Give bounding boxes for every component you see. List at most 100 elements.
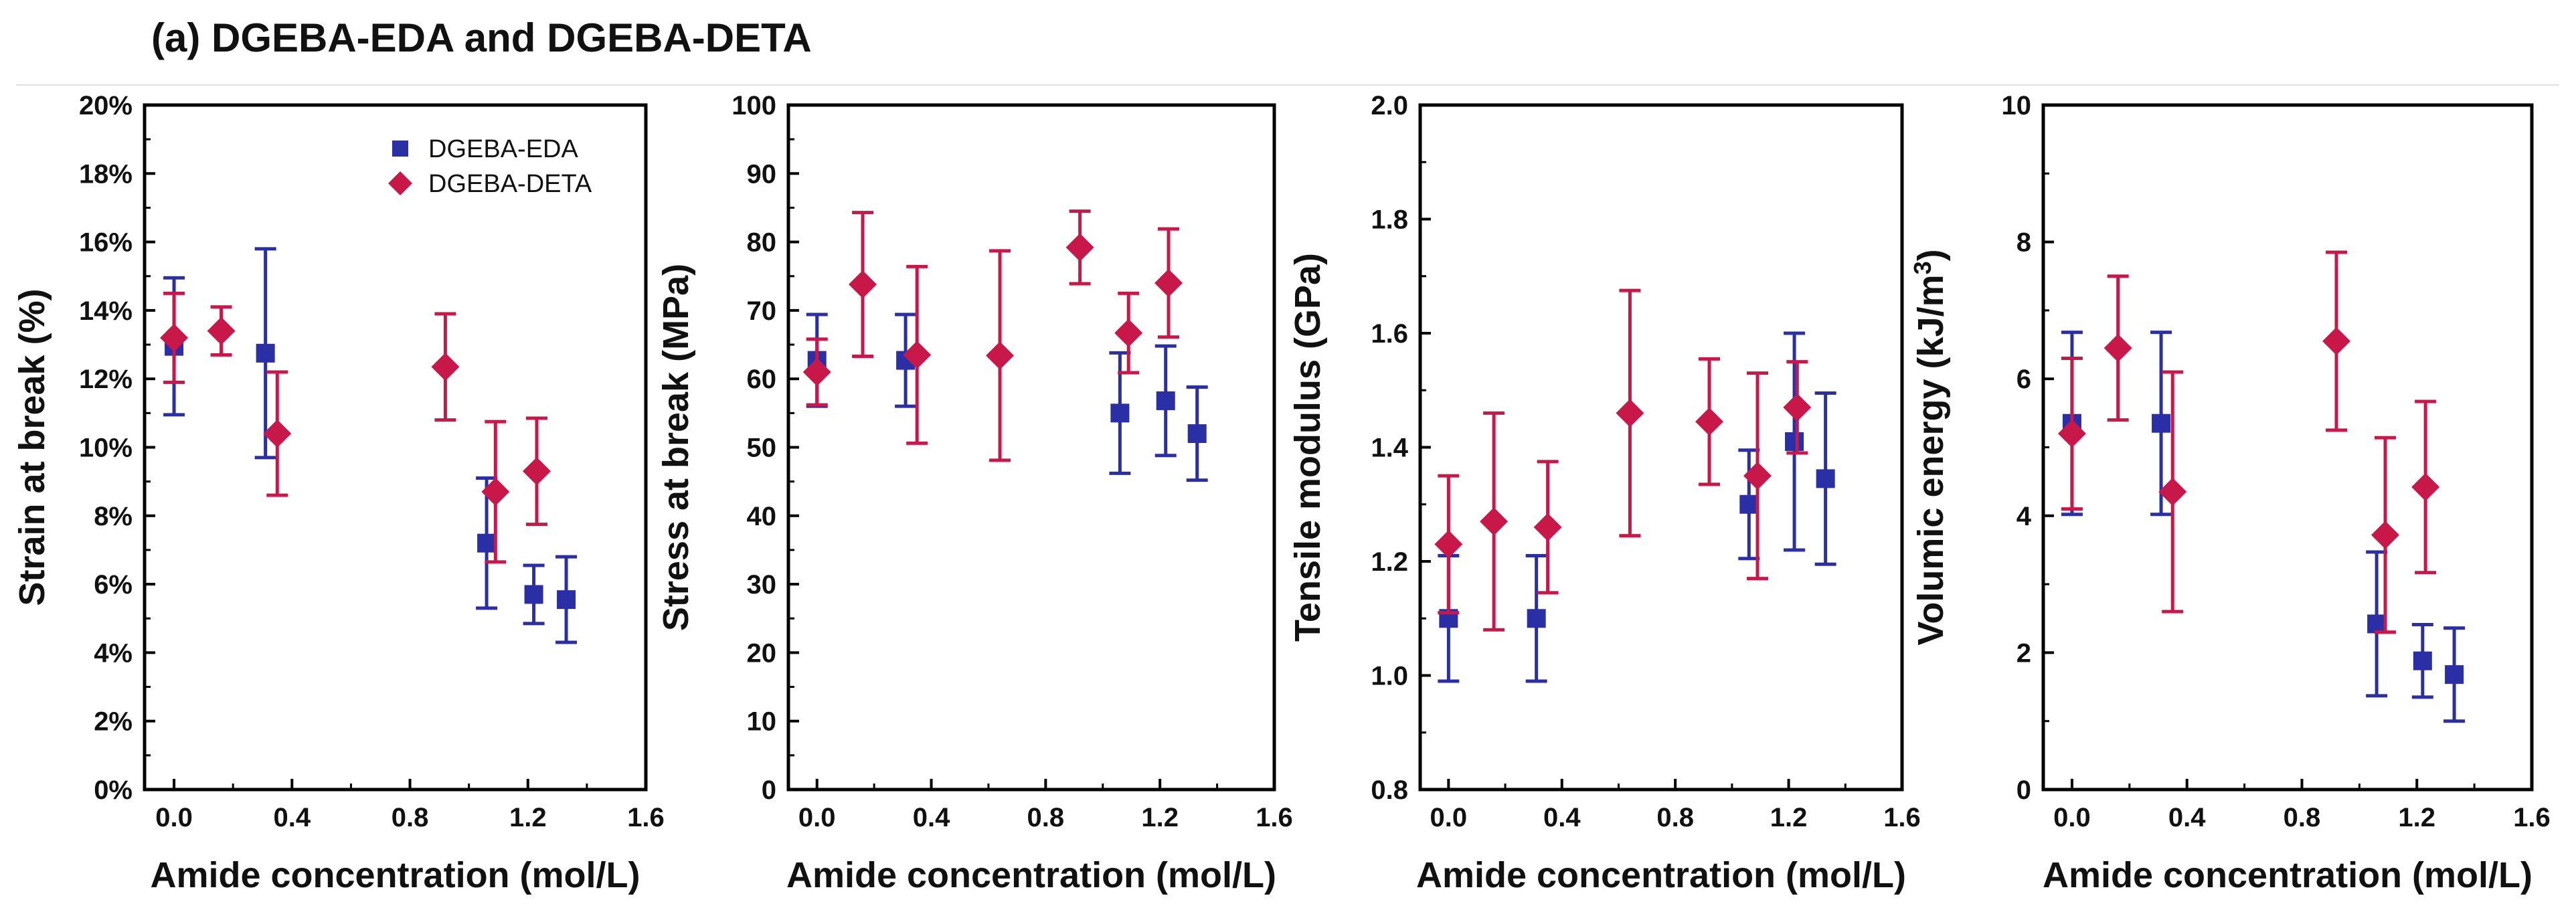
- y-tick-label: 40: [747, 502, 777, 531]
- plot-frame: [143, 103, 648, 792]
- y-tick-label: 0.8: [1371, 775, 1408, 805]
- legend-marker: [392, 141, 408, 157]
- y-tick-label: 1.2: [1371, 547, 1408, 577]
- data-point: [2371, 521, 2399, 549]
- data-point: [1783, 393, 1812, 422]
- data-point: [1816, 469, 1835, 488]
- y-tick-label: 30: [747, 570, 777, 600]
- figure-title: (a) DGEBA-EDA and DGEBA-DETA: [151, 15, 812, 60]
- data-point: [1156, 391, 1175, 410]
- data-point: [2103, 334, 2132, 363]
- x-tick-label: 0.0: [798, 803, 836, 832]
- data-point: [1434, 530, 1463, 559]
- data-point: [1785, 432, 1804, 451]
- legend-marker: [388, 171, 412, 195]
- y-tick-label: 100: [732, 91, 776, 120]
- y-tick-label: 4%: [94, 638, 133, 668]
- y-tick-label: 16%: [79, 228, 133, 258]
- data-point: [1616, 399, 1644, 428]
- y-tick-label: 0%: [94, 775, 133, 805]
- y-tick-label: 50: [747, 434, 777, 463]
- legend-label: DGEBA-DETA: [428, 170, 592, 198]
- y-tick-label: 1.4: [1371, 434, 1408, 463]
- data-point: [431, 353, 460, 381]
- data-point: [1114, 318, 1143, 347]
- y-axis-label: Strain at break (%): [12, 288, 52, 606]
- data-point: [263, 420, 292, 448]
- data-point: [1533, 513, 1562, 541]
- data-point: [2322, 327, 2350, 355]
- x-axis-label: Amide concentration (mol/L): [1416, 855, 1906, 895]
- x-tick-label: 0.0: [155, 803, 193, 832]
- data-point: [477, 533, 497, 553]
- data-point: [524, 585, 543, 604]
- y-axis-label-superscript: 3: [1909, 261, 1936, 274]
- series-dgeba-deta: [2057, 250, 2440, 634]
- title-divider: [16, 84, 2559, 86]
- y-axis-label: Stress at break (MPa): [656, 264, 696, 631]
- x-tick-label: 1.6: [1256, 803, 1293, 832]
- y-tick-label: 70: [747, 296, 777, 326]
- y-tick-label: 2%: [94, 707, 133, 737]
- y-tick-label: 10%: [79, 434, 133, 463]
- data-point: [1154, 268, 1183, 297]
- x-tick-label: 0.4: [2168, 803, 2206, 832]
- data-point: [2413, 651, 2432, 670]
- x-axis-label: Amide concentration (mol/L): [786, 855, 1276, 895]
- x-tick-label: 0.4: [913, 803, 950, 832]
- data-point: [160, 323, 189, 352]
- x-tick-label: 0.4: [273, 803, 311, 832]
- x-tick-label: 0.8: [1656, 803, 1694, 832]
- data-point: [256, 343, 275, 363]
- data-point: [849, 270, 877, 299]
- data-point: [207, 316, 236, 345]
- legend-label: DGEBA-EDA: [428, 135, 578, 163]
- data-point: [1527, 609, 1546, 628]
- legend: DGEBA-EDA DGEBA-DETA: [388, 135, 592, 198]
- data-point: [986, 341, 1015, 370]
- data-point: [1110, 403, 1130, 423]
- y-tick-label: 20%: [79, 91, 133, 120]
- x-tick-label: 0.8: [1027, 803, 1065, 832]
- y-tick-label: 90: [747, 159, 777, 189]
- y-tick-label: 2.0: [1371, 91, 1408, 120]
- data-point: [2057, 420, 2086, 448]
- chart-panel-3: 0.8 1.0 1.2 1.4 1.6 1.8 2.0 0.0 0.4 0.8 1.2 1.6 Amid…: [1288, 91, 1921, 895]
- series-dgeba-eda: [806, 312, 1208, 482]
- y-tick-label: 1.8: [1371, 205, 1408, 235]
- y-tick-label: 10: [747, 707, 777, 737]
- y-tick-label: 20: [747, 638, 777, 668]
- data-point: [522, 457, 551, 486]
- data-point: [1065, 233, 1094, 262]
- x-tick-label: 0.8: [2284, 803, 2321, 832]
- data-point: [1695, 407, 1723, 436]
- y-tick-label: 12%: [79, 365, 133, 394]
- y-tick-label: 18%: [79, 159, 133, 189]
- series-dgeba-deta: [160, 291, 551, 564]
- y-axis-label: Tensile modulus (GPa): [1288, 253, 1328, 642]
- data-point: [1187, 424, 1207, 444]
- data-point: [1739, 494, 1759, 514]
- x-tick-label: 0.0: [2053, 803, 2091, 832]
- chart-panel-2: 0 10 20 30 40 50 60 70 80 90 100 0.0 0.4 0.8 1.2 1.6 Ami…: [656, 91, 1293, 895]
- y-tick-label: 10: [2002, 91, 2032, 120]
- y-tick-label: 4: [2016, 502, 2032, 531]
- data-point: [2158, 477, 2187, 506]
- y-axis-label-tail: ): [1911, 249, 1951, 261]
- y-tick-label: 1.0: [1371, 662, 1408, 691]
- x-tick-label: 1.6: [2513, 803, 2551, 832]
- y-tick-label: 6%: [94, 570, 133, 600]
- y-tick-label: 80: [747, 228, 777, 258]
- y-tick-label: 6: [2016, 365, 2031, 394]
- plot-frame: [786, 103, 1276, 792]
- data-point: [2152, 414, 2171, 433]
- data-point: [2411, 472, 2440, 501]
- x-tick-label: 1.2: [1770, 803, 1808, 832]
- x-axis-label: Amide concentration (mol/L): [2043, 855, 2532, 895]
- y-tick-label: 8: [2016, 228, 2031, 258]
- x-tick-label: 1.2: [2398, 803, 2435, 832]
- plot-frame: [1418, 103, 1904, 792]
- data-point: [1480, 507, 1509, 536]
- plot-frame: [2041, 103, 2534, 792]
- y-tick-label: 2: [2016, 638, 2031, 668]
